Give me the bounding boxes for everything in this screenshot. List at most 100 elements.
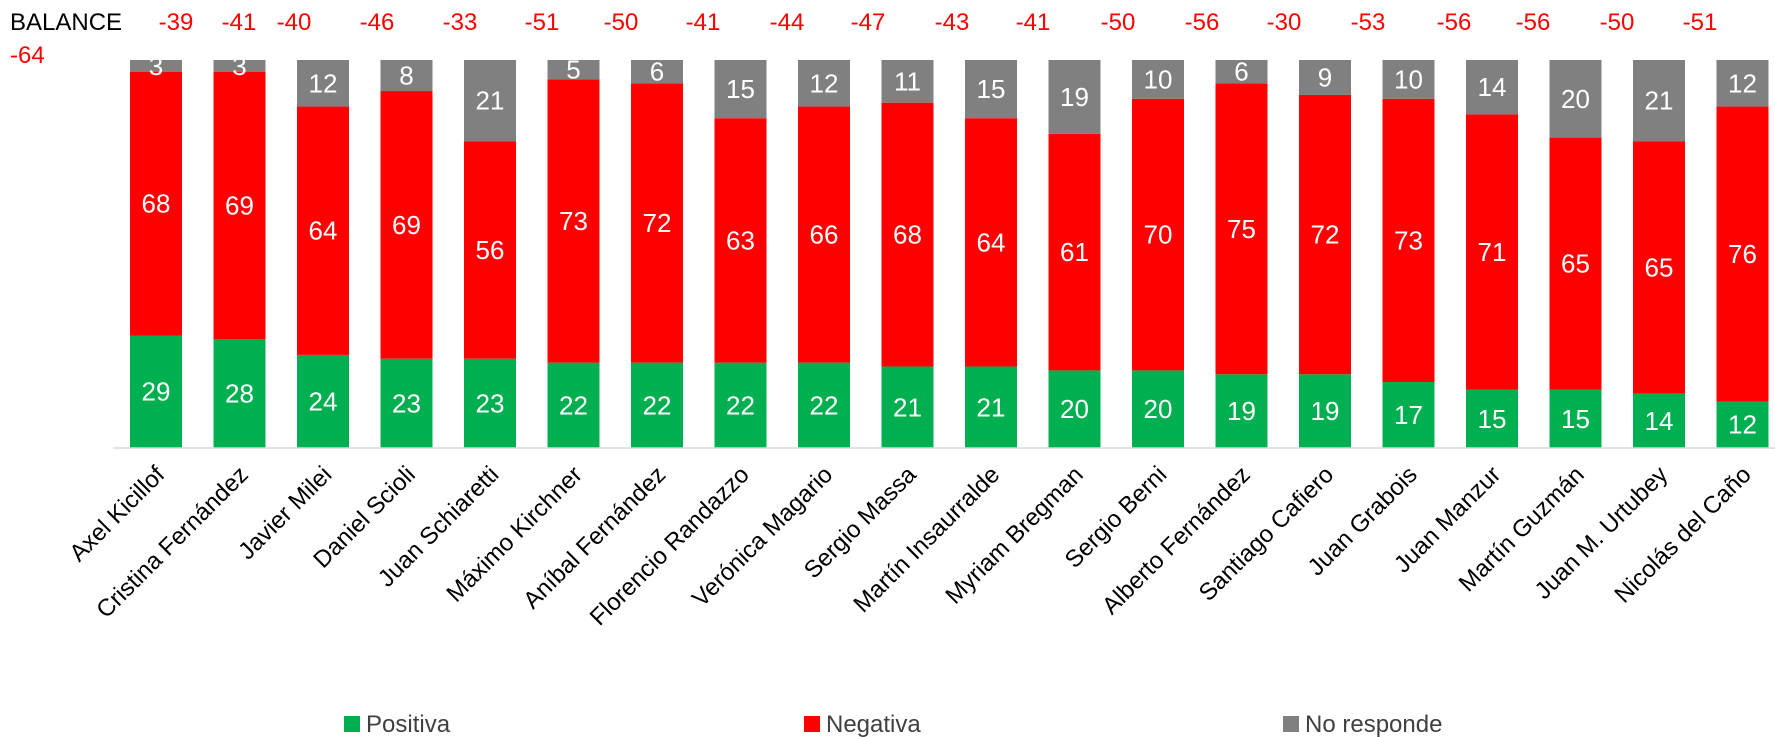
- data-label-positiva: 29: [142, 377, 171, 407]
- data-label-positiva: 23: [476, 388, 505, 418]
- data-label-negativa: 69: [392, 210, 421, 240]
- balance-value: -51: [1683, 9, 1718, 36]
- balance-value: -41: [222, 9, 257, 36]
- data-label-positiva: 24: [309, 386, 338, 416]
- data-label-negativa: 76: [1728, 239, 1757, 269]
- bar-segment-negativa: [1466, 114, 1518, 390]
- bar-segment-negativa: [631, 83, 683, 363]
- legend-swatch-positiva: [344, 716, 360, 732]
- bar-segment-negativa: [1299, 94, 1351, 375]
- balance-value: -64: [10, 42, 45, 69]
- bar-segment-positiva: [631, 362, 683, 448]
- category-label: Verónica Magario: [687, 461, 838, 612]
- bar-segment-negativa: [1132, 98, 1184, 371]
- bar-segment-no-responde: [380, 60, 433, 92]
- legend: Positiva Negativa No responde: [344, 711, 1442, 737]
- bar-segment-positiva: [965, 366, 1017, 448]
- data-label-no-responde: 5: [566, 55, 580, 85]
- data-label-negativa: 72: [1311, 220, 1340, 250]
- bar-segment-no-responde: [1048, 60, 1101, 134]
- balance-value: -43: [935, 9, 970, 36]
- category-label: Aníbal Fernández: [518, 461, 671, 614]
- data-label-no-responde: 15: [726, 74, 755, 104]
- bar-segment-no-responde: [1215, 60, 1268, 84]
- bar-segment-negativa: [130, 71, 182, 336]
- category-label: Martín Insaurralde: [848, 461, 1005, 618]
- data-label-positiva: 14: [1645, 406, 1674, 436]
- data-label-no-responde: 12: [1728, 68, 1757, 98]
- bar-segment-positiva: [1633, 393, 1685, 448]
- data-label-negativa: 68: [893, 220, 922, 250]
- bar-segment-positiva: [714, 362, 767, 448]
- bar-segment-positiva: [1048, 370, 1101, 448]
- legend-label-positiva: Positiva: [366, 711, 451, 737]
- data-label-negativa: 72: [643, 208, 672, 238]
- data-label-positiva: 22: [643, 390, 672, 420]
- bar-segment-negativa: [547, 79, 600, 363]
- bar-segment-positiva: [213, 339, 266, 448]
- bar-segment-negativa: [1215, 83, 1268, 375]
- data-label-no-responde: 19: [1060, 82, 1089, 112]
- balance-title: BALANCE: [10, 9, 122, 36]
- data-label-positiva: 15: [1561, 404, 1590, 434]
- data-label-positiva: 22: [559, 390, 588, 420]
- bar-segment-no-responde: [1716, 60, 1769, 107]
- data-label-no-responde: 6: [650, 57, 664, 87]
- legend-swatch-no-responde: [1283, 716, 1299, 732]
- bar-segment-negativa: [464, 141, 516, 359]
- bar-segment-no-responde: [798, 60, 850, 107]
- bar-segment-negativa: [881, 102, 934, 367]
- bar-segment-positiva: [1382, 382, 1435, 448]
- balance-value: -56: [1437, 9, 1472, 36]
- balance-value: -50: [1600, 9, 1635, 36]
- bar-segment-positiva: [1716, 401, 1769, 448]
- bar-segment-positiva: [1299, 374, 1351, 448]
- data-label-positiva: 19: [1227, 396, 1256, 426]
- data-label-negativa: 66: [810, 220, 839, 250]
- data-label-no-responde: 21: [476, 86, 505, 116]
- data-label-negativa: 68: [142, 189, 171, 219]
- data-label-no-responde: 11: [894, 66, 921, 96]
- data-label-negativa: 64: [977, 227, 1006, 257]
- data-label-positiva: 12: [1728, 410, 1757, 440]
- bar-segment-negativa: [1048, 133, 1101, 371]
- balance-value: -47: [851, 9, 886, 36]
- bar-segment-no-responde: [213, 60, 266, 72]
- balance-value: -40: [277, 9, 312, 36]
- bar-segment-no-responde: [297, 60, 349, 107]
- legend-label-negativa: Negativa: [826, 711, 921, 737]
- bar-segment-negativa: [1716, 106, 1769, 402]
- bar-segment-positiva: [798, 362, 850, 448]
- data-label-no-responde: 10: [1144, 64, 1173, 94]
- bar-segment-no-responde: [714, 60, 767, 119]
- data-label-no-responde: 14: [1478, 72, 1507, 102]
- bar-segment-negativa: [714, 118, 767, 363]
- category-label: Cristina Fernández: [91, 461, 253, 623]
- bar-segment-positiva: [1466, 389, 1518, 448]
- data-label-positiva: 17: [1394, 400, 1423, 430]
- category-label: Alberto Fernández: [1097, 461, 1256, 620]
- balance-value: -41: [686, 9, 721, 36]
- data-label-negativa: 71: [1478, 237, 1507, 267]
- balance-value: -51: [525, 9, 560, 36]
- bar-segment-positiva: [130, 335, 182, 448]
- bar-segment-negativa: [965, 118, 1017, 367]
- bar-segment-positiva: [297, 354, 349, 448]
- data-label-positiva: 28: [225, 379, 254, 409]
- balance-value: -53: [1351, 9, 1386, 36]
- data-label-positiva: 22: [810, 390, 839, 420]
- bar-segment-no-responde: [547, 60, 600, 80]
- data-label-negativa: 70: [1144, 220, 1173, 250]
- balance-value: -39: [159, 9, 194, 36]
- bar-segment-no-responde: [631, 60, 683, 84]
- bar-segment-positiva: [881, 366, 934, 448]
- balance-row: -39 -41 -40 -46 -33 -51 -50 -41 -44 -47 -43 -41 -50 -…: [10, 9, 1717, 69]
- bar-segment-no-responde: [1633, 60, 1685, 142]
- data-label-no-responde: 3: [149, 51, 163, 81]
- bar-segment-negativa: [1382, 98, 1435, 383]
- balance-value: -46: [360, 9, 395, 36]
- data-label-negativa: 65: [1645, 253, 1674, 283]
- bar-segment-positiva: [1549, 389, 1602, 448]
- bar-segment-no-responde: [965, 60, 1017, 119]
